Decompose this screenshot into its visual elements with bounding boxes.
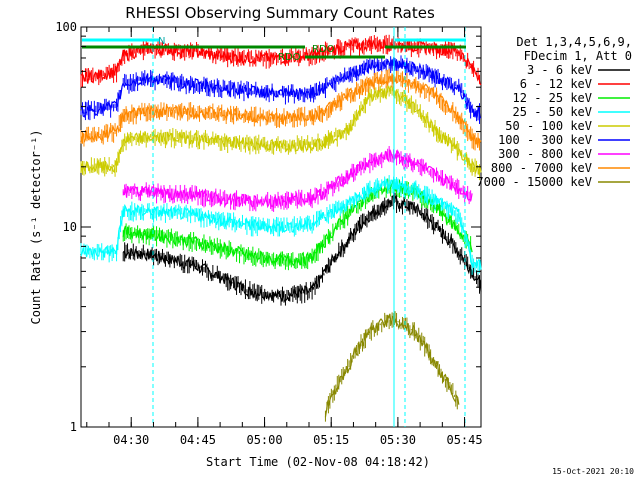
series-25-50-kev [80, 175, 482, 275]
series-7000-15000-kev [324, 311, 460, 422]
timestamp: 15-Oct-2021 20:10 [552, 467, 634, 476]
x-tick-label: 05:45 [446, 433, 482, 447]
chart-title: RHESSI Observing Summary Count Rates [125, 4, 435, 22]
legend-label: 12 - 25 keV [513, 91, 592, 105]
series-800-7000-kev [80, 68, 482, 151]
legend-label: 3 - 6 keV [527, 63, 592, 77]
legend-label: 25 - 50 keV [513, 105, 592, 119]
y-tick-label: 1 [70, 420, 77, 434]
x-tick-label: 04:30 [113, 433, 149, 447]
legend-label: 6 - 12 keV [520, 77, 592, 91]
series-100-300-kev [80, 55, 482, 124]
legend-label: 300 - 800 keV [498, 147, 592, 161]
x-tick-label: 05:15 [313, 433, 349, 447]
legend-header-2: FDecim 1, Att 0 [524, 49, 632, 63]
series-line [80, 56, 482, 119]
series-300-800-kev [122, 146, 473, 212]
series-3-6-kev [122, 192, 482, 306]
legend-label: 7000 - 15000 keV [476, 175, 592, 189]
series-line [324, 313, 460, 418]
series-6-12-kev [80, 34, 482, 88]
x-tick-label: 05:30 [380, 433, 416, 447]
legend-label: 50 - 100 keV [505, 119, 592, 133]
y-axis-label: Count Rate (s⁻¹ detector⁻¹) [29, 129, 43, 324]
legend-header-1: Det 1,3,4,5,6,9, [516, 35, 632, 49]
x-tick-label: 04:45 [180, 433, 216, 447]
series-50-100-kev [80, 85, 482, 181]
x-tick-label: 05:00 [246, 433, 282, 447]
markers-layer: N RDO RDO [82, 27, 466, 427]
rdo-label-2: RDO [278, 52, 301, 63]
y-tick-label: 10 [63, 220, 77, 234]
night-label: N [158, 36, 165, 47]
legend-label: 800 - 7000 keV [491, 161, 592, 175]
y-tick-label: 100 [55, 20, 77, 34]
x-axis-label: Start Time (02-Nov-08 04:18:42) [206, 455, 430, 469]
legend: Det 1,3,4,5,6,9, FDecim 1, Att 0 3 - 6 k… [476, 35, 632, 189]
legend-label: 100 - 300 keV [498, 133, 592, 147]
rdo-label: RDO [312, 44, 335, 55]
y-axis: 1 10 100 [55, 20, 481, 434]
series-line [80, 85, 482, 175]
x-axis: 04:30 04:45 05:00 05:15 05:30 05:45 [86, 27, 483, 447]
series-layer [80, 34, 482, 422]
